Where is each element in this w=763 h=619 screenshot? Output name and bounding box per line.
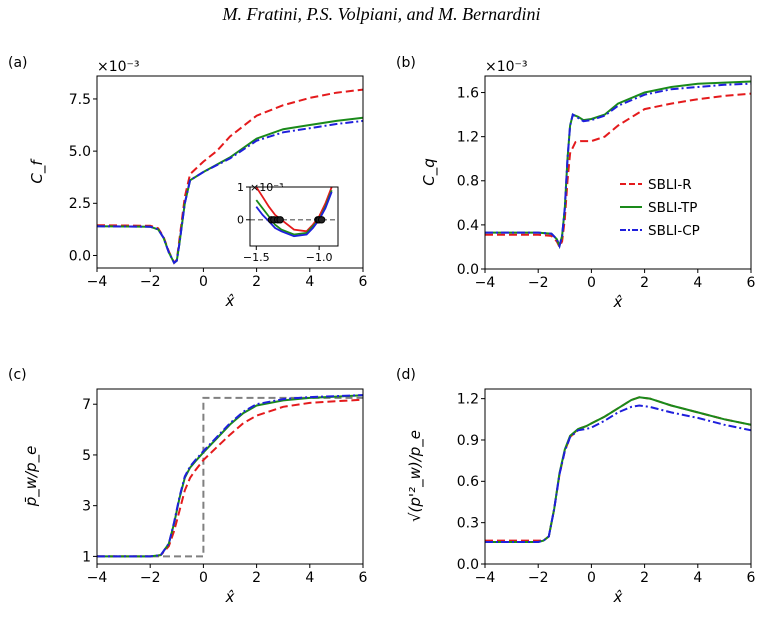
y-tick-label: 0.9 (457, 433, 479, 449)
x-tick-label: 4 (305, 570, 314, 586)
series-line-sbli-cp (97, 394, 363, 558)
panel-label: (b) (396, 55, 416, 71)
x-tick-label: 6 (359, 570, 368, 586)
x-axis-label: x̂ (613, 293, 623, 311)
panel-a: −4 −2 0 2 4 60.02.55.07.5(a)x̂C_f×10⁻³−1.5 −1.… (8, 55, 368, 310)
x-tick-label: 0 (587, 275, 596, 291)
panel-c: −4 −2 0 2 4 6 1 3 5 7 (c) x̂ p̄_w/p_e (8, 367, 368, 606)
y-tick-label: 1.6 (457, 85, 479, 101)
x-tick-label: −1.0 (306, 251, 333, 264)
series-line-sbli-r (97, 88, 363, 265)
x-tick-label: −4 (87, 274, 108, 290)
x-tick-label: 0 (199, 274, 208, 290)
x-tick-label: −2 (140, 274, 161, 290)
y-tick-label: 3 (82, 499, 91, 515)
y-tick-label: 0.0 (457, 557, 479, 573)
y-tick-label: 0.3 (457, 516, 479, 532)
x-axis-label: x̂ (225, 588, 235, 606)
x-tick-label: 0 (587, 570, 596, 586)
panel-label: (d) (396, 367, 416, 383)
axis-exponent: ×10⁻³ (485, 59, 528, 75)
legend-label-sbli-tp: SBLI-TP (648, 200, 697, 216)
x-tick-label: 4 (693, 570, 702, 586)
panel-b: −4 −2 0 2 4 6 0.0 0.4 0.8 1.2 1.6 (b) x̂ C_q ×10⁻³ SBLI… (396, 55, 756, 311)
series-line-sbli-r (97, 398, 363, 558)
x-tick-label: 6 (747, 570, 756, 586)
y-tick-label: 0.8 (457, 174, 479, 190)
y-tick-label: 7.5 (69, 92, 91, 108)
inset-plot: −1.5 −1.0 0 1 ×10⁻³ (237, 181, 339, 264)
x-tick-label: 2 (640, 275, 649, 291)
inset-frame (249, 186, 339, 247)
x-tick-label: 2 (252, 570, 261, 586)
y-tick-label: 1 (237, 181, 244, 194)
y-tick-label: 0.4 (457, 218, 479, 234)
panel-label: (a) (8, 55, 28, 71)
inset-series-line-sbli-r (255, 187, 333, 233)
plot-frame (96, 388, 364, 565)
x-tick-label: −2 (528, 275, 549, 291)
y-tick-label: 2.5 (69, 196, 91, 212)
series-line-sbli-r (485, 396, 751, 542)
series-line-sbli-r (485, 92, 751, 250)
x-tick-label: −4 (475, 275, 496, 291)
inset-exponent: ×10⁻³ (250, 181, 283, 194)
x-tick-label: −1.5 (243, 251, 270, 264)
y-tick-label: 7 (82, 397, 91, 413)
y-axis-label: √(p'²_w)/p_e (406, 430, 425, 522)
x-tick-label: 6 (747, 275, 756, 291)
x-axis-label: x̂ (613, 588, 623, 606)
x-tick-label: 2 (252, 274, 261, 290)
series-line-sbli-cp (485, 82, 751, 249)
x-axis-label: x̂ (225, 292, 235, 310)
legend-label-sbli-r: SBLI-R (648, 177, 692, 193)
y-axis-label: p̄_w/p_e (22, 446, 41, 508)
series-line-sbli-cp (485, 404, 751, 543)
plot-frame (484, 388, 752, 565)
inset-separation-marker (317, 216, 326, 224)
x-tick-label: 4 (693, 275, 702, 291)
plot-frame (96, 75, 364, 269)
x-tick-label: 4 (305, 274, 314, 290)
y-tick-label: 5 (82, 448, 91, 464)
axis-exponent: ×10⁻³ (97, 59, 140, 75)
y-tick-label: 0 (237, 214, 244, 227)
series-line-sbli-cp (97, 119, 363, 265)
y-tick-label: 1.2 (457, 392, 479, 408)
x-tick-label: 2 (640, 570, 649, 586)
y-axis-label: C_f (28, 158, 47, 184)
inset-series-line-sbli-cp (255, 191, 333, 238)
y-tick-label: 1.2 (457, 130, 479, 146)
series-line-sbli-tp (485, 396, 751, 543)
series-line-sbli-tp (485, 80, 751, 249)
y-axis-label: C_q (420, 158, 439, 186)
y-tick-label: 0.0 (457, 262, 479, 278)
page-header: M. Fratini, P.S. Volpiani, and M. Bernar… (222, 4, 541, 24)
x-tick-label: −4 (87, 570, 108, 586)
legend: SBLI-R SBLI-TP SBLI-CP (620, 177, 700, 239)
reference-step-line (97, 396, 363, 558)
plot-frame (484, 75, 752, 270)
y-tick-label: 0.6 (457, 474, 479, 490)
panel-label: (c) (8, 367, 27, 383)
legend-label-sbli-cp: SBLI-CP (648, 223, 700, 239)
x-tick-label: −2 (140, 570, 161, 586)
x-tick-label: −2 (528, 570, 549, 586)
x-tick-label: 0 (199, 570, 208, 586)
series-line-sbli-tp (97, 394, 363, 558)
x-tick-label: 6 (359, 274, 368, 290)
x-tick-label: −4 (475, 570, 496, 586)
y-tick-label: 1 (82, 549, 91, 565)
panel-d: −4 −2 0 2 4 6 0.0 0.3 0.6 0.9 1.2 (d) x̂ √(p'²_w)/p_e (396, 367, 756, 606)
y-tick-label: 5.0 (69, 144, 91, 160)
inset-separation-marker (276, 216, 284, 224)
y-tick-label: 0.0 (69, 248, 91, 264)
